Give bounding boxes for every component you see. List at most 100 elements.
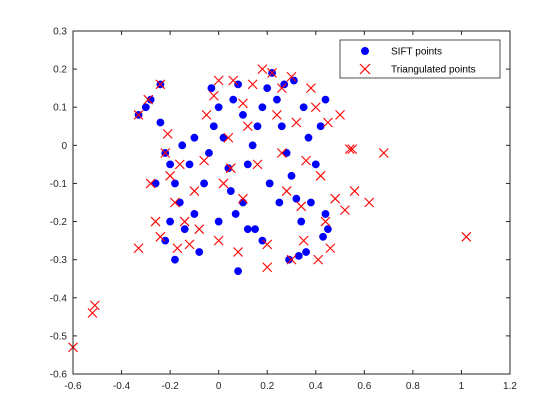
data-layer bbox=[68, 64, 472, 353]
sift-point bbox=[214, 103, 223, 112]
sift-point bbox=[294, 251, 303, 260]
sift-point bbox=[231, 210, 240, 218]
sift-point bbox=[226, 187, 235, 195]
triangulated-point bbox=[189, 186, 200, 196]
sift-point bbox=[209, 122, 218, 131]
sift-point bbox=[292, 194, 301, 203]
triangulated-point bbox=[298, 235, 309, 246]
sift-point bbox=[234, 80, 242, 89]
triangulated-point bbox=[172, 243, 183, 254]
sift-point bbox=[195, 248, 204, 256]
triangulated-point bbox=[162, 129, 173, 139]
triangulated-point bbox=[323, 117, 333, 128]
triangulated-point bbox=[145, 178, 156, 189]
y-tick-label: 0.3 bbox=[53, 27, 67, 38]
sift-point bbox=[297, 217, 306, 226]
x-tick-label: 0 bbox=[216, 381, 222, 392]
triangulated-point bbox=[155, 231, 166, 242]
y-tick-label: 0 bbox=[61, 141, 67, 152]
triangulated-point bbox=[272, 109, 282, 120]
sift-point bbox=[190, 133, 199, 142]
triangulated-point bbox=[247, 79, 258, 90]
sift-point bbox=[263, 84, 272, 93]
triangulated-point bbox=[225, 163, 236, 174]
triangulated-point bbox=[262, 262, 273, 273]
triangulated-point bbox=[170, 197, 180, 208]
sift-point bbox=[200, 179, 209, 188]
sift-point bbox=[229, 95, 238, 104]
triangulated-point bbox=[223, 132, 234, 143]
triangulated-point bbox=[315, 170, 326, 181]
x-tick-label: 0.6 bbox=[357, 381, 371, 392]
triangulated-point bbox=[378, 148, 389, 158]
triangulated-point bbox=[174, 159, 185, 170]
triangulated-point bbox=[267, 68, 277, 78]
sift-point bbox=[321, 95, 330, 104]
sift-point bbox=[321, 210, 330, 218]
y-tick-label: -0.2 bbox=[50, 217, 68, 228]
triangulated-point bbox=[199, 155, 209, 166]
sift-point bbox=[190, 210, 199, 218]
triangulated-point bbox=[143, 94, 154, 105]
triangulated-point bbox=[364, 197, 375, 208]
y-axis: -0.6 -0.5 -0.4 -0.3 -0.2 -0.1 0 0.1 0.2 0.3 bbox=[50, 27, 510, 381]
sift-point bbox=[302, 248, 310, 256]
sift-point bbox=[141, 103, 150, 112]
y-tick-label: -0.4 bbox=[50, 293, 68, 304]
triangulated-point bbox=[349, 186, 360, 196]
sift-point bbox=[243, 160, 252, 169]
triangulated-point bbox=[330, 193, 341, 204]
x-axis: -0.6 -0.4 -0.2 0 0.2 0.4 0.6 0.8 1 1.2 bbox=[64, 31, 517, 392]
sift-point bbox=[248, 141, 257, 150]
y-tick-label: 0.1 bbox=[53, 103, 67, 114]
triangulated-point bbox=[228, 75, 239, 86]
triangulated-point bbox=[313, 254, 324, 265]
legend-triangulated-marker bbox=[359, 63, 371, 75]
legend-label-sift: SIFT points bbox=[391, 47, 442, 58]
triangulated-point bbox=[344, 144, 355, 155]
y-tick-label: 0.2 bbox=[53, 65, 67, 76]
triangulated-point bbox=[301, 155, 311, 166]
axes-background bbox=[73, 31, 510, 374]
axes-box bbox=[72, 30, 511, 375]
triangulated-point bbox=[218, 178, 229, 189]
triangulated-point bbox=[184, 239, 195, 250]
sift-point bbox=[166, 217, 175, 226]
triangulated-point bbox=[87, 308, 98, 318]
triangulated-point bbox=[252, 159, 263, 170]
sift-point bbox=[243, 225, 252, 234]
sift-point bbox=[175, 198, 184, 207]
triangulated-point bbox=[213, 75, 224, 86]
triangulated-point bbox=[276, 148, 287, 158]
sift-point bbox=[304, 133, 313, 142]
x-tick-label: -0.4 bbox=[113, 381, 131, 392]
sift-point bbox=[316, 122, 325, 131]
y-tick-label: -0.6 bbox=[50, 370, 68, 381]
triangulated-point bbox=[133, 243, 144, 254]
sift-point bbox=[161, 236, 170, 245]
triangulated-point bbox=[347, 144, 358, 155]
triangulated-point bbox=[208, 90, 219, 101]
triangulated-point bbox=[340, 205, 350, 216]
y-tick-label: -0.1 bbox=[50, 179, 68, 190]
sift-point bbox=[277, 122, 286, 131]
triangulated-point bbox=[238, 193, 248, 204]
sift-point bbox=[290, 76, 298, 85]
triangulated-point bbox=[257, 64, 268, 75]
legend-box bbox=[339, 39, 501, 79]
triangulated-point bbox=[89, 300, 100, 311]
sift-point bbox=[251, 225, 259, 234]
sift-point bbox=[265, 179, 274, 188]
sift-point bbox=[166, 160, 175, 169]
legend-label-triangulated: Triangulated points bbox=[391, 65, 476, 76]
sift-point bbox=[146, 95, 155, 104]
sift-point bbox=[171, 179, 179, 188]
x-tick-label: 0.2 bbox=[260, 381, 274, 392]
sift-point bbox=[275, 198, 284, 207]
triangulated-point bbox=[281, 186, 292, 196]
triangulated-point bbox=[194, 224, 205, 235]
triangulated-point bbox=[310, 102, 321, 113]
x-tick-label: 1 bbox=[459, 381, 465, 392]
x-tick-label: 1.2 bbox=[503, 381, 517, 392]
